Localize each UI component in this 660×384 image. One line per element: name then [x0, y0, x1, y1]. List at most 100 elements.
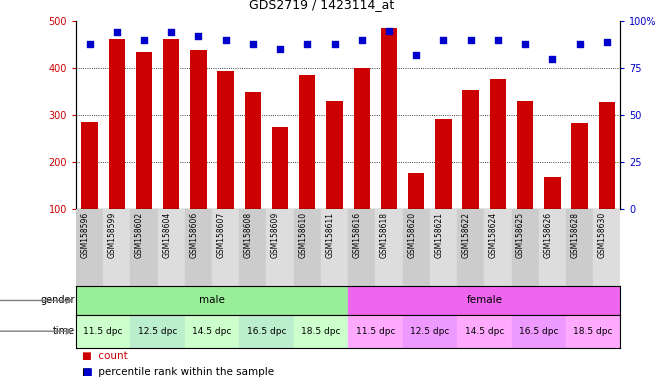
- Bar: [81, 122, 98, 209]
- Bar: [348, 315, 403, 348]
- Text: GSM158624: GSM158624: [489, 212, 498, 258]
- Text: 16.5 dpc: 16.5 dpc: [247, 327, 286, 336]
- Bar: [430, 209, 457, 286]
- Point: [383, 28, 394, 34]
- Bar: [408, 172, 424, 209]
- Point: [220, 37, 231, 43]
- Text: GSM158628: GSM158628: [570, 212, 579, 258]
- Bar: [245, 92, 261, 209]
- Bar: [403, 209, 430, 286]
- Bar: [457, 315, 512, 348]
- Bar: [512, 209, 539, 286]
- Text: GSM158622: GSM158622: [461, 212, 471, 258]
- Point: [411, 52, 422, 58]
- Point: [302, 41, 313, 47]
- Bar: [403, 315, 457, 348]
- Bar: [484, 209, 512, 286]
- Text: GSM158626: GSM158626: [543, 212, 552, 258]
- Bar: [185, 315, 239, 348]
- Text: GSM158618: GSM158618: [380, 212, 389, 258]
- Point: [520, 41, 531, 47]
- Text: GSM158607: GSM158607: [216, 212, 226, 258]
- Bar: [566, 209, 593, 286]
- Point: [112, 29, 122, 35]
- Bar: [490, 78, 506, 209]
- Bar: [517, 101, 533, 209]
- Bar: [321, 209, 348, 286]
- Text: GDS2719 / 1423114_at: GDS2719 / 1423114_at: [249, 0, 395, 12]
- Text: time: time: [53, 326, 75, 336]
- Text: ■  count: ■ count: [82, 351, 128, 361]
- Text: ■  percentile rank within the sample: ■ percentile rank within the sample: [82, 367, 275, 377]
- Point: [166, 29, 176, 35]
- Point: [329, 41, 340, 47]
- Bar: [376, 209, 403, 286]
- Bar: [76, 315, 131, 348]
- Text: 12.5 dpc: 12.5 dpc: [410, 327, 449, 336]
- Text: GSM158620: GSM158620: [407, 212, 416, 258]
- Point: [438, 37, 449, 43]
- Text: GSM158604: GSM158604: [162, 212, 171, 258]
- Point: [248, 41, 258, 47]
- Point: [574, 41, 585, 47]
- Text: gender: gender: [41, 295, 75, 306]
- Bar: [136, 52, 152, 209]
- Bar: [272, 127, 288, 209]
- Bar: [294, 315, 348, 348]
- Bar: [436, 119, 451, 209]
- Bar: [103, 209, 130, 286]
- Text: GSM158609: GSM158609: [271, 212, 280, 258]
- Bar: [348, 209, 376, 286]
- Point: [84, 41, 95, 47]
- Bar: [381, 28, 397, 209]
- Bar: [239, 209, 267, 286]
- Bar: [218, 71, 234, 209]
- Bar: [108, 39, 125, 209]
- Bar: [463, 90, 478, 209]
- Text: GSM158596: GSM158596: [81, 212, 90, 258]
- Bar: [326, 101, 343, 209]
- Text: GSM158625: GSM158625: [516, 212, 525, 258]
- Text: 18.5 dpc: 18.5 dpc: [301, 327, 341, 336]
- Bar: [512, 315, 566, 348]
- Text: GSM158611: GSM158611: [325, 212, 335, 258]
- Text: ■: ■: [82, 367, 92, 377]
- Text: GSM158621: GSM158621: [434, 212, 444, 258]
- Text: female: female: [466, 295, 502, 306]
- Text: GSM158616: GSM158616: [352, 212, 362, 258]
- Bar: [185, 209, 212, 286]
- Text: GSM158606: GSM158606: [189, 212, 199, 258]
- Bar: [566, 315, 620, 348]
- Text: 16.5 dpc: 16.5 dpc: [519, 327, 558, 336]
- Text: 11.5 dpc: 11.5 dpc: [83, 327, 123, 336]
- Point: [601, 39, 612, 45]
- Text: 14.5 dpc: 14.5 dpc: [192, 327, 232, 336]
- Bar: [354, 68, 370, 209]
- Bar: [348, 286, 620, 315]
- Bar: [572, 123, 588, 209]
- Bar: [267, 209, 294, 286]
- Point: [492, 37, 503, 43]
- Bar: [76, 286, 348, 315]
- Bar: [299, 75, 315, 209]
- Text: GSM158599: GSM158599: [108, 212, 117, 258]
- Point: [275, 46, 285, 53]
- Bar: [593, 209, 620, 286]
- Bar: [76, 209, 103, 286]
- Bar: [131, 209, 158, 286]
- Text: 14.5 dpc: 14.5 dpc: [465, 327, 504, 336]
- Text: male: male: [199, 295, 225, 306]
- Bar: [294, 209, 321, 286]
- Bar: [163, 39, 180, 209]
- Text: 11.5 dpc: 11.5 dpc: [356, 327, 395, 336]
- Bar: [158, 209, 185, 286]
- Point: [139, 37, 149, 43]
- Text: GSM158630: GSM158630: [598, 212, 607, 258]
- Text: 12.5 dpc: 12.5 dpc: [138, 327, 178, 336]
- Bar: [544, 177, 560, 209]
- Bar: [190, 50, 207, 209]
- Point: [356, 37, 367, 43]
- Bar: [131, 315, 185, 348]
- Bar: [239, 315, 294, 348]
- Bar: [212, 209, 239, 286]
